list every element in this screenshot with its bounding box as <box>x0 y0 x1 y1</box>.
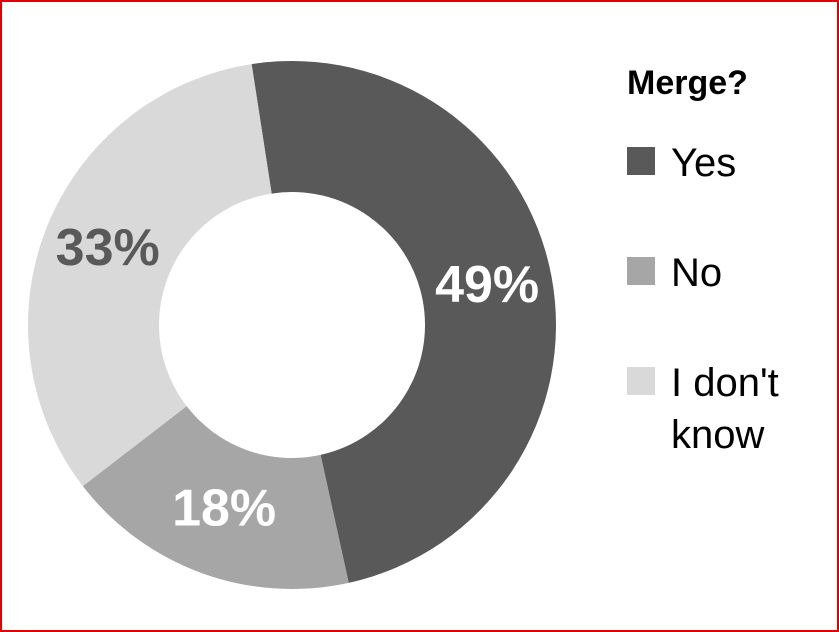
donut-slice <box>82 406 349 589</box>
legend-item: I don't know <box>627 357 832 461</box>
legend-label: Yes <box>671 141 737 185</box>
legend-swatch <box>627 147 655 175</box>
data-label: 18% <box>172 479 276 537</box>
legend-label: No <box>671 251 723 295</box>
donut-slice <box>28 64 272 487</box>
legend: Merge? Yes No I don't know <box>627 64 832 519</box>
legend-title: Merge? <box>627 64 748 102</box>
legend-item: No <box>627 247 832 299</box>
legend-swatch <box>627 257 655 285</box>
data-label: 49% <box>435 256 539 314</box>
legend-label: I don't know <box>671 361 779 457</box>
legend-swatch <box>627 367 655 395</box>
chart: 49% 18% 33% <box>28 60 557 589</box>
donut-slice <box>251 60 557 583</box>
legend-item: Yes <box>627 137 832 189</box>
data-label: 33% <box>56 219 160 277</box>
